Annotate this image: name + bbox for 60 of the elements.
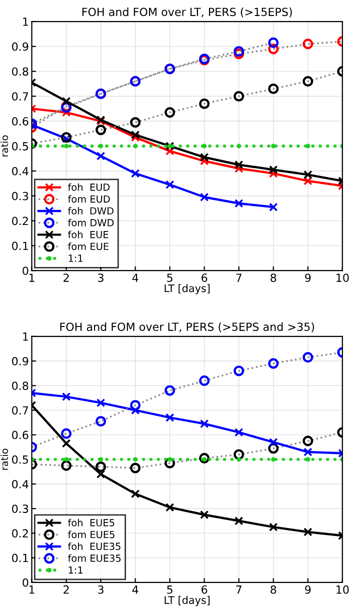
legend-label: fom EUD (68, 195, 110, 203)
y-tick-label: 0.8 (12, 382, 28, 390)
x-tick-label: 8 (270, 274, 276, 282)
y-tick-label: 0.6 (12, 430, 28, 440)
x-tick-label: 7 (236, 274, 242, 282)
y-tick-label: 0.8 (12, 67, 28, 76)
legend-label: 1:1 (68, 566, 82, 574)
legend-label: fom DWD (68, 218, 114, 226)
x-tick-label: 9 (305, 274, 311, 282)
legend-label: fom EUE (68, 242, 108, 250)
chart-title: FOH and FOM over LT, PERS (>5EPS and >35) (60, 322, 314, 332)
x-tick-label: 6 (202, 274, 208, 282)
x-axis-title: LT [days] (164, 596, 210, 606)
y-axis-title: ratio (0, 135, 8, 156)
legend-label: foh DWD (68, 207, 114, 215)
y-tick-label: 0.9 (12, 42, 28, 51)
y-tick-label: 0.1 (12, 242, 28, 250)
x-tick-label: 1 (29, 586, 34, 594)
legend-label: 1:1 (68, 254, 82, 262)
x-tick-label: 7 (236, 586, 242, 594)
x-tick-label: 4 (132, 274, 138, 282)
x-tick-label: 5 (167, 586, 172, 594)
y-tick-label: 0.4 (12, 166, 28, 176)
y-tick-label: 0.5 (12, 142, 28, 150)
legend-label: foh EUE35 (68, 542, 120, 550)
y-tick-label: 1 (23, 18, 28, 26)
legend-label: foh EUE5 (68, 518, 114, 526)
x-tick-label: 3 (98, 585, 104, 594)
x-tick-label: 4 (132, 586, 138, 594)
x-tick-label: 2 (64, 585, 69, 594)
y-tick-label: 0.3 (12, 192, 28, 200)
y-tick-label: 0.2 (12, 529, 28, 538)
x-tick-label: 1 (29, 274, 34, 282)
x-tick-label: 5 (167, 274, 172, 282)
x-tick-label: 3 (98, 274, 104, 282)
legend-label: foh EUD (68, 183, 110, 191)
x-tick-label: 8 (270, 585, 276, 594)
x-tick-label: 9 (305, 585, 311, 594)
x-axis-title: LT [days] (164, 284, 210, 294)
x-tick-label: 10 (336, 274, 349, 282)
x-tick-label: 10 (336, 585, 349, 594)
chart-title: FOH and FOM over LT, PERS (>15EPS) (82, 8, 292, 18)
y-tick-label: 0.3 (12, 504, 28, 513)
y-tick-label: 0.7 (12, 406, 28, 415)
x-tick-label: 2 (64, 274, 69, 282)
y-tick-label: 0.7 (12, 92, 28, 101)
y-tick-label: 0 (22, 578, 28, 587)
y-tick-label: 0.6 (12, 117, 28, 126)
x-tick-label: 6 (202, 585, 208, 594)
y-tick-label: 0.5 (12, 455, 28, 464)
y-tick-label: 0.9 (12, 356, 28, 366)
y-tick-label: 0.4 (12, 480, 28, 488)
y-axis-title: ratio (0, 448, 8, 470)
y-tick-label: 0.2 (12, 216, 28, 226)
y-tick-label: 0 (22, 266, 28, 275)
legend-label: fom EUE5 (68, 530, 114, 538)
y-tick-label: 1 (23, 332, 28, 341)
y-tick-label: 0.1 (12, 554, 28, 562)
legend-label: foh EUE (68, 230, 108, 238)
legend-label: fom EUE35 (68, 554, 121, 562)
